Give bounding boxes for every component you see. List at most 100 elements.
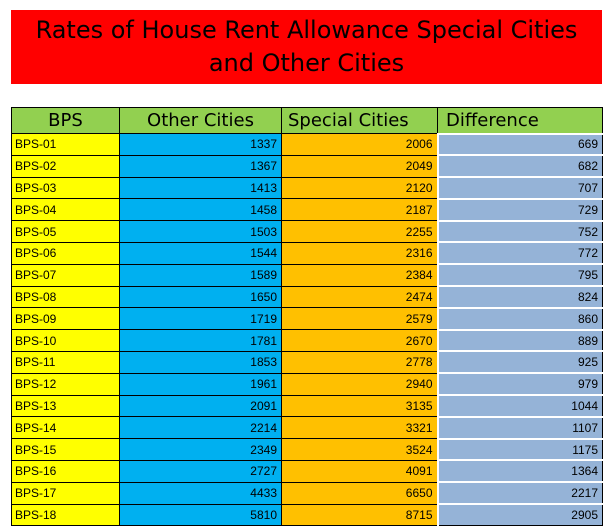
- cell-difference: 925: [436, 350, 603, 374]
- cell-special-cities: 2120: [281, 176, 438, 200]
- cell-special-cities: 2474: [281, 285, 438, 309]
- cell-bps: BPS-04: [11, 198, 120, 222]
- table-row: BPS-03 1413 2120 707: [11, 176, 603, 200]
- cell-bps: BPS-11: [11, 350, 120, 374]
- cell-bps: BPS-06: [11, 241, 120, 265]
- cell-other-cities: 2349: [119, 438, 282, 461]
- cell-difference: 2217: [436, 481, 603, 505]
- cell-special-cities: 2579: [281, 307, 438, 331]
- cell-other-cities: 2214: [119, 416, 282, 440]
- cell-difference: 1107: [436, 415, 603, 440]
- header-bps: BPS: [11, 107, 120, 134]
- cell-special-cities: 3321: [281, 416, 438, 440]
- cell-difference: 860: [436, 306, 603, 331]
- cell-bps: BPS-01: [11, 133, 120, 156]
- cell-bps: BPS-13: [11, 394, 120, 418]
- table-row: BPS-09 1719 2579 860: [11, 306, 603, 331]
- cell-difference: 682: [436, 154, 603, 178]
- cell-difference: 1044: [436, 394, 603, 418]
- table-row: BPS-16 2727 4091 1364: [11, 459, 603, 483]
- cell-special-cities: 3524: [281, 438, 438, 461]
- cell-special-cities: 3135: [281, 394, 438, 418]
- cell-special-cities: 2255: [281, 220, 438, 243]
- cell-difference: 795: [436, 263, 603, 287]
- cell-other-cities: 2091: [119, 394, 282, 418]
- cell-difference: 729: [436, 197, 603, 222]
- cell-other-cities: 1719: [119, 307, 282, 331]
- table-row: BPS-08 1650 2474 824: [11, 285, 603, 309]
- table-row: BPS-17 4433 6650 2217: [11, 481, 603, 505]
- cell-special-cities: 2316: [281, 241, 438, 265]
- cell-special-cities: 2187: [281, 198, 438, 222]
- cell-difference: 752: [436, 219, 603, 243]
- cell-difference: 979: [436, 372, 603, 396]
- cell-difference: 669: [436, 132, 603, 156]
- cell-bps: BPS-07: [11, 263, 120, 287]
- cell-other-cities: 2727: [119, 459, 282, 483]
- table-row: BPS-12 1961 2940 979: [11, 372, 603, 396]
- cell-difference: 772: [436, 241, 603, 265]
- cell-special-cities: 2778: [281, 350, 438, 374]
- cell-difference: 707: [436, 176, 603, 200]
- title-line-2: and Other Cities: [208, 49, 405, 77]
- cell-special-cities: 2006: [281, 133, 438, 156]
- cell-bps: BPS-05: [11, 220, 120, 243]
- cell-other-cities: 1781: [119, 329, 282, 352]
- table-row: BPS-10 1781 2670 889: [11, 328, 603, 352]
- cell-bps: BPS-12: [11, 372, 120, 396]
- cell-difference: 889: [436, 328, 603, 352]
- cell-difference: 1175: [436, 437, 603, 461]
- table-row: BPS-02 1367 2049 682: [11, 154, 603, 178]
- table-row: BPS-13 2091 3135 1044: [11, 394, 603, 418]
- cell-bps: BPS-16: [11, 459, 120, 483]
- table-row: BPS-14 2214 3321 1107: [11, 415, 603, 440]
- cell-special-cities: 2940: [281, 372, 438, 396]
- cell-bps: BPS-17: [11, 481, 120, 505]
- header-difference: Difference: [437, 107, 603, 134]
- header-other-cities: Other Cities: [119, 107, 282, 134]
- title-line-1: Rates of House Rent Allowance Special Ci…: [35, 16, 578, 44]
- cell-other-cities: 1650: [119, 285, 282, 309]
- hra-rates-table: BPS Other Cities Special Cities Differen…: [11, 107, 603, 527]
- table-row: BPS-04 1458 2187 729: [11, 197, 603, 222]
- table-header-row: BPS Other Cities Special Cities Differen…: [11, 107, 603, 134]
- cell-bps: BPS-14: [11, 416, 120, 440]
- page-title: Rates of House Rent Allowance Special Ci…: [36, 14, 578, 80]
- table-body: BPS-01 1337 2006 669 BPS-02 1367 2049 68…: [11, 132, 603, 527]
- title-banner: Rates of House Rent Allowance Special Ci…: [11, 10, 602, 84]
- cell-difference: 2905: [436, 503, 603, 527]
- cell-bps: BPS-03: [11, 176, 120, 200]
- cell-bps: BPS-08: [11, 285, 120, 309]
- cell-other-cities: 5810: [119, 503, 282, 527]
- cell-special-cities: 2049: [281, 154, 438, 178]
- cell-bps: BPS-18: [11, 503, 120, 527]
- table-row: BPS-01 1337 2006 669: [11, 132, 603, 156]
- cell-bps: BPS-09: [11, 307, 120, 331]
- cell-other-cities: 1503: [119, 220, 282, 243]
- cell-bps: BPS-02: [11, 154, 120, 178]
- cell-other-cities: 1413: [119, 176, 282, 200]
- cell-other-cities: 1853: [119, 350, 282, 374]
- cell-other-cities: 4433: [119, 481, 282, 505]
- table-row: BPS-15 2349 3524 1175: [11, 437, 603, 461]
- table-row: BPS-11 1853 2778 925: [11, 350, 603, 374]
- cell-difference: 824: [436, 285, 603, 309]
- table-row: BPS-05 1503 2255 752: [11, 219, 603, 243]
- cell-special-cities: 4091: [281, 459, 438, 483]
- cell-other-cities: 1961: [119, 372, 282, 396]
- table-row: BPS-18 5810 8715 2905: [11, 503, 603, 527]
- cell-special-cities: 6650: [281, 481, 438, 505]
- cell-other-cities: 1337: [119, 133, 282, 156]
- cell-bps: BPS-15: [11, 438, 120, 461]
- cell-difference: 1364: [436, 459, 603, 483]
- table-row: BPS-07 1589 2384 795: [11, 263, 603, 287]
- cell-other-cities: 1458: [119, 198, 282, 222]
- header-special-cities: Special Cities: [281, 107, 438, 134]
- cell-bps: BPS-10: [11, 329, 120, 352]
- cell-other-cities: 1589: [119, 263, 282, 287]
- cell-other-cities: 1367: [119, 154, 282, 178]
- cell-special-cities: 2384: [281, 263, 438, 287]
- cell-special-cities: 2670: [281, 329, 438, 352]
- cell-special-cities: 8715: [281, 503, 438, 527]
- cell-other-cities: 1544: [119, 241, 282, 265]
